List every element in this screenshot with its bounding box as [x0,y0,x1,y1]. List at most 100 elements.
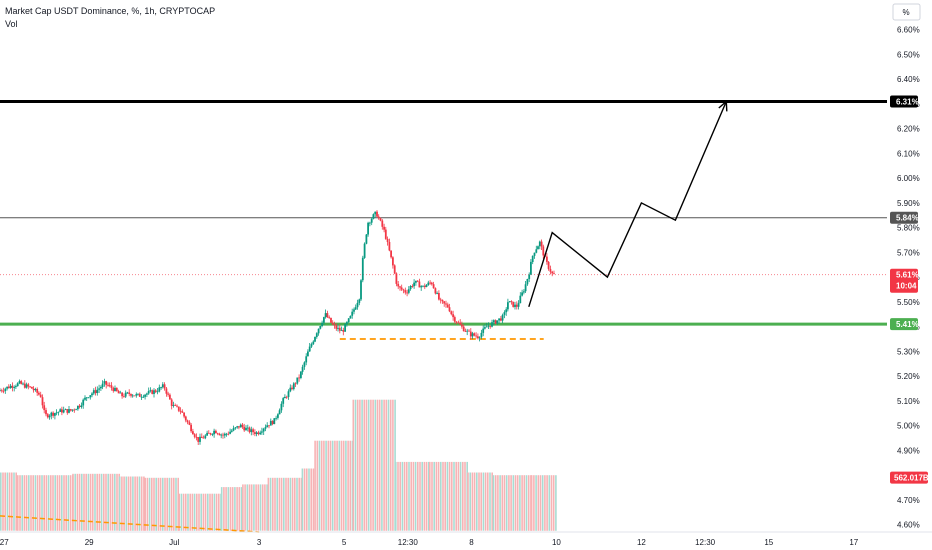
candle-body [160,387,162,388]
candle-body [531,255,534,262]
candle-body [321,322,323,326]
candle-body [38,392,40,395]
candle-body [163,384,166,389]
candle-body [487,325,490,327]
volume-bar [428,461,430,531]
volume-bar [118,476,121,531]
volume-bar [180,493,183,531]
x-tick-label: 27 [0,538,9,547]
candle-body [461,324,463,327]
volume-bar [28,475,30,531]
candle-body [480,332,483,338]
volume-bar [132,476,134,531]
candle-body [264,427,267,429]
volume-bar [412,461,415,531]
volume-bar [202,493,205,531]
volume-bar [530,475,532,531]
volume-bar [303,468,306,531]
volume-bar [103,473,105,531]
candle-body [367,222,369,235]
candle-body [515,304,518,307]
volume-bar [234,487,236,531]
volume-bar [383,399,385,531]
candle-body [535,249,538,253]
candle-body [89,395,92,398]
volume-bar [446,461,449,531]
candle-body [193,434,196,437]
candle-body [477,336,479,339]
candle-body [176,405,178,407]
candle-body [478,337,481,339]
volume-bar [530,475,533,531]
volume-bar [0,472,2,531]
volume-bar [334,440,336,531]
volume-bar [537,475,540,531]
volume-bar [523,475,526,531]
volume-bar [280,477,283,531]
volume-bar [231,487,234,531]
volume-bar [433,461,435,531]
candle-body [257,432,260,435]
candle-body [374,211,377,215]
volume-bar [191,493,194,531]
volume-bar [381,399,383,531]
candle-body [161,384,164,388]
volume-bar [211,493,213,531]
candle-body [114,387,116,391]
volume-bar [267,477,270,531]
candle-body [236,426,239,428]
volume-bar [294,477,296,531]
x-tick-label: Jul [169,538,179,547]
candle-body [232,428,235,431]
price-axis-bg[interactable] [887,0,932,532]
volume-bar [349,440,352,531]
candle-body [450,311,453,315]
projection-path [528,100,728,308]
volume-bar [111,473,114,531]
y-tick-label: 6.50% [897,50,920,59]
candle-body [469,331,472,337]
volume-bar [264,484,266,531]
candle-body [546,256,548,262]
candle-body [184,416,187,421]
candle-body [278,410,281,415]
volume-bar [213,493,216,531]
candle-body [239,424,242,428]
candle-body [342,330,345,332]
volume-bar [164,477,166,531]
candle-body [501,315,504,321]
volume-bar [356,399,359,531]
candle-body [370,218,373,223]
candle-body [473,333,476,336]
volume-bar [266,484,268,531]
candle-body [241,424,244,427]
volume-bar [448,461,451,531]
candle-body [457,322,460,324]
candle-body [308,346,311,352]
candle-body [404,290,407,293]
candle-body [6,386,8,389]
candle-body [204,435,207,439]
candle-body [524,284,527,292]
volume-badge [890,471,928,484]
candle-body [137,393,139,395]
volume-bar [301,468,304,531]
volume-bar [519,475,521,531]
percent-scale-button[interactable] [892,3,921,21]
candle-body [307,351,309,357]
volume-bar [442,461,444,531]
candle-body [0,390,1,392]
volume-bar [514,475,517,531]
projection-arrowhead [718,100,728,112]
candle-body [439,299,442,301]
x-axis-ticks[interactable]: 27 29 Jul 3 5 12:30 8 10 12 12:30 15 17 [0,538,859,547]
candle-body [223,433,226,436]
candle-body [254,432,256,434]
candle-body [16,383,19,387]
candle-body [547,261,550,269]
volume-bar [148,477,151,531]
volume-bar [283,477,285,531]
candle-body [301,366,304,372]
volume-bar [253,484,255,531]
